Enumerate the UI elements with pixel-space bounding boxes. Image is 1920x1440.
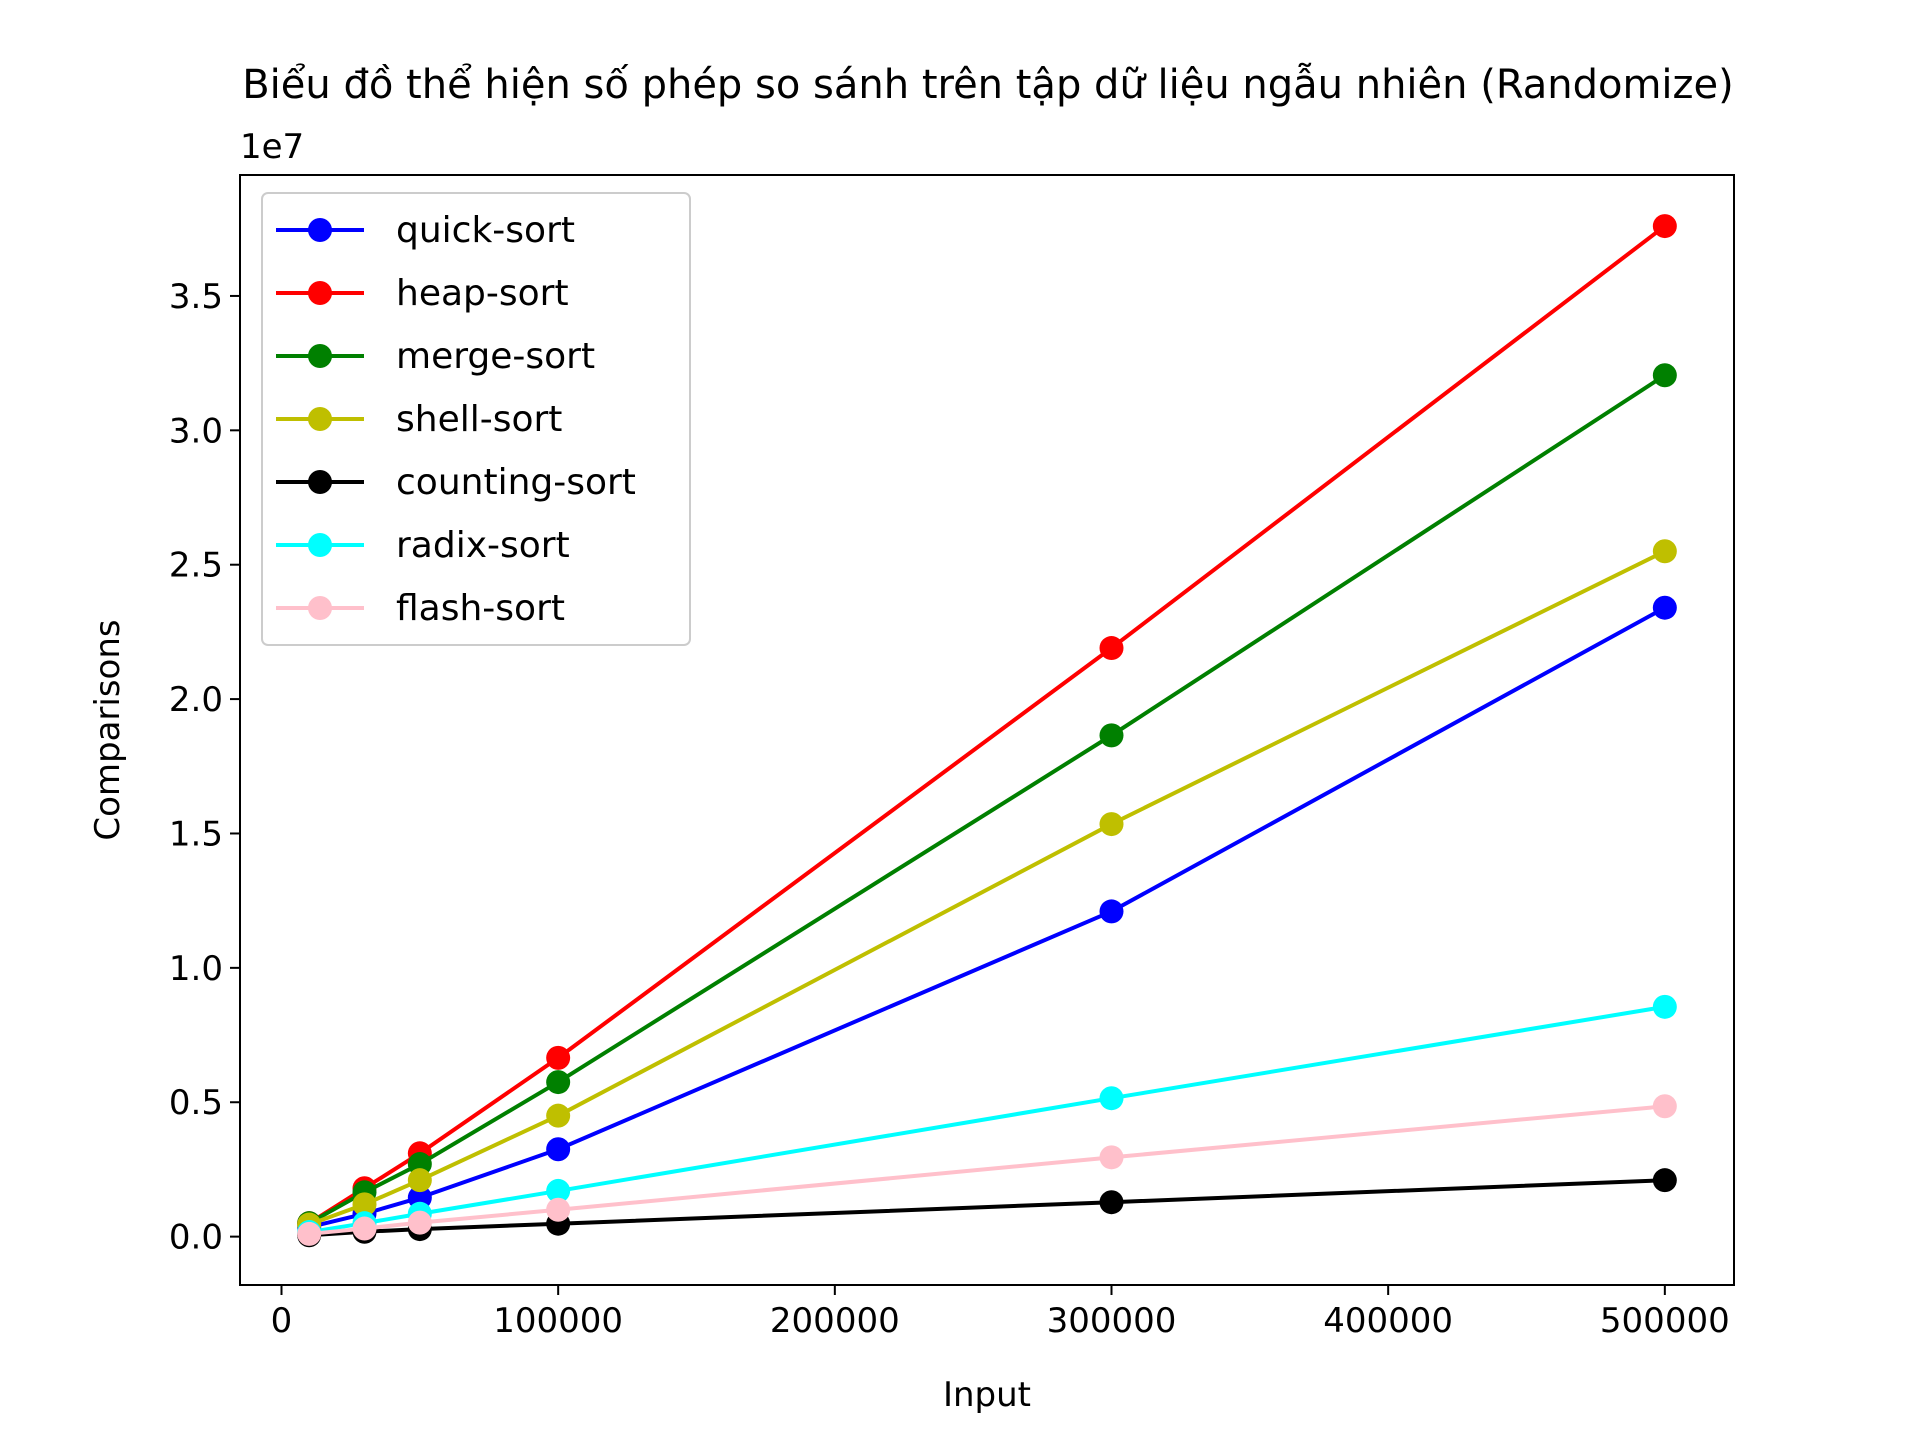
data-point [1652,539,1677,564]
data-point [1099,723,1124,748]
legend-label: heap-sort [396,273,569,314]
legend-marker [308,533,332,557]
y-axis-ticks: 0.0 0.5 1.0 1.5 2.0 2.5 3.0 3.5 [169,277,240,1258]
legend-marker [308,281,332,305]
y-tick-label: 2.0 [169,680,223,720]
x-tick-label: 0 [271,1301,293,1341]
legend-item: quick-sort [276,210,575,251]
data-point [407,1168,432,1193]
legend-label: merge-sort [396,336,595,377]
series-flash-sort [297,1094,1677,1246]
data-point [407,1210,432,1235]
data-point [1652,994,1677,1019]
plot-frame [239,174,1735,1286]
y-axis-label: Comparisons [88,619,128,840]
legend-label: shell-sort [396,399,562,440]
legend-item: shell-sort [276,399,562,440]
y-offset-label: 1e7 [240,127,304,167]
y-tick-label: 3.5 [169,277,223,317]
legend-marker [308,344,332,368]
data-point [1099,899,1124,924]
x-tick-label: 300000 [1047,1301,1177,1341]
data-point [352,1192,377,1217]
data-point [546,1070,571,1095]
x-axis-ticks: 0 100000 200000 300000 400000 500000 [271,1285,1730,1341]
data-point [546,1197,571,1222]
legend-item: radix-sort [276,525,570,566]
data-point [1652,1094,1677,1119]
data-point [1652,595,1677,620]
chart-title: Biểu đồ thể hiện số phép so sánh trên tậ… [242,62,1734,108]
data-point [546,1137,571,1162]
y-tick-label: 3.0 [169,411,223,451]
y-tick-label: 2.5 [169,546,223,586]
legend-label: counting-sort [396,462,636,503]
y-tick-label: 0.5 [169,1083,223,1123]
legend-label: quick-sort [396,210,575,251]
data-point [1099,1145,1124,1170]
data-point [1099,636,1124,661]
series-layer [297,214,1677,1248]
legend-item: flash-sort [276,588,565,629]
x-tick-label: 400000 [1323,1301,1453,1341]
legend-label: flash-sort [396,588,565,629]
legend-item: merge-sort [276,336,595,377]
legend-marker [308,596,332,620]
data-point [1099,1190,1124,1215]
data-point [352,1216,377,1241]
data-point [546,1103,571,1128]
data-point [1652,1168,1677,1193]
legend: quick-sort heap-sort merge-sort shell-sort c… [261,192,691,646]
data-point [1099,812,1124,837]
data-point [1099,1086,1124,1111]
legend-box [261,192,691,646]
data-point [297,1221,322,1246]
legend-marker [308,470,332,494]
x-axis-label: Input [943,1375,1031,1415]
y-tick-label: 0.0 [169,1218,223,1258]
x-tick-label: 100000 [493,1301,623,1341]
x-tick-label: 500000 [1600,1301,1730,1341]
data-point [1652,363,1677,388]
legend-marker [308,407,332,431]
y-tick-label: 1.5 [169,814,223,854]
legend-marker [308,218,332,242]
legend-label: radix-sort [396,525,570,566]
x-tick-label: 200000 [770,1301,900,1341]
data-point [546,1045,571,1070]
data-point [1652,214,1677,239]
legend-item: heap-sort [276,273,569,314]
data-point [546,1178,571,1203]
legend-item: counting-sort [276,462,636,503]
y-tick-label: 1.0 [169,949,223,989]
